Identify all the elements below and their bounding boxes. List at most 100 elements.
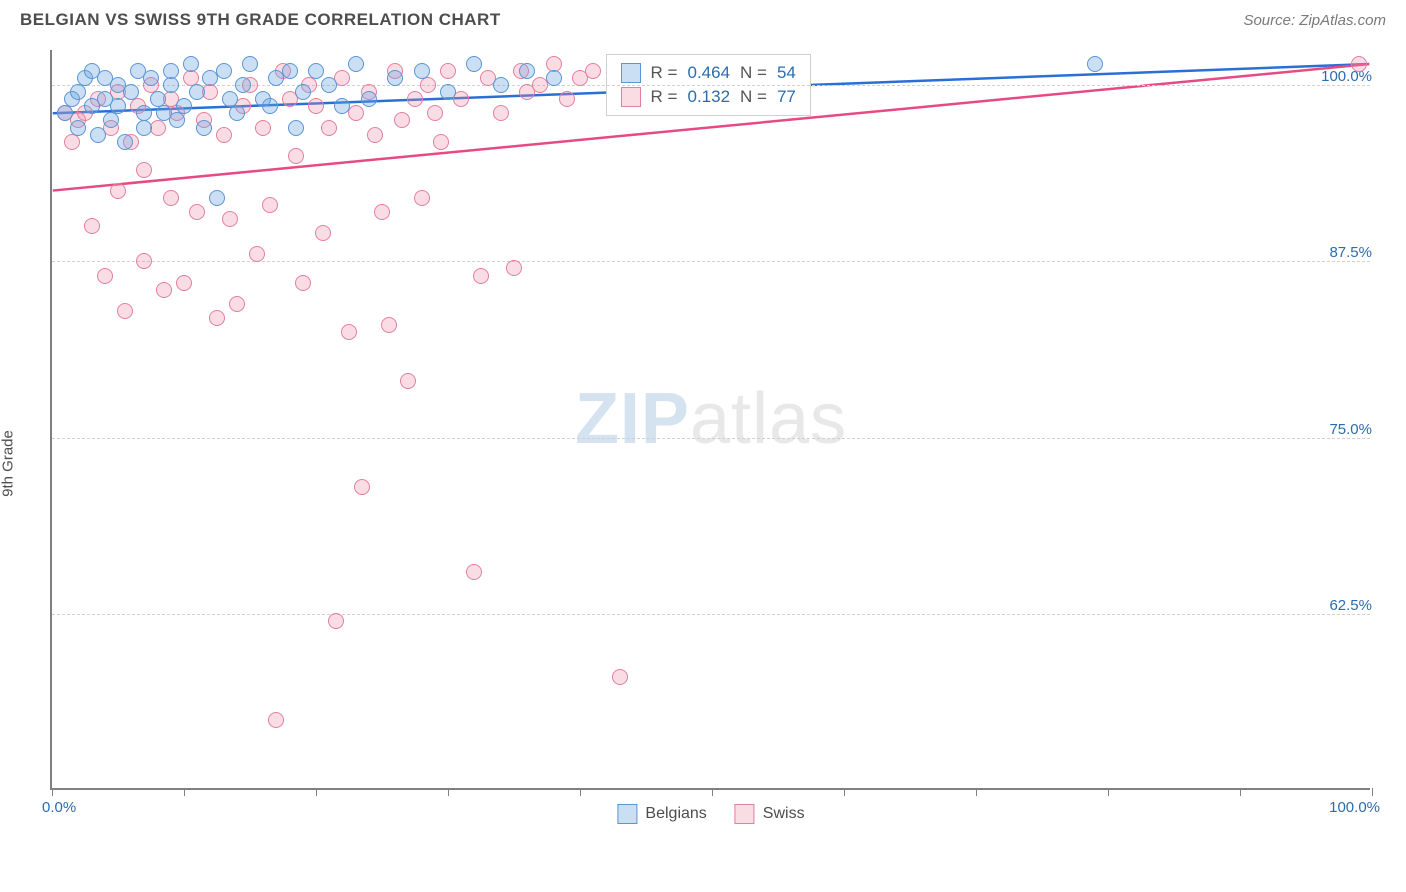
stats-legend-row-belgians: R = 0.464 N = 54	[621, 61, 796, 85]
n-label: N =	[740, 87, 767, 107]
series-legend-belgians: Belgians	[617, 804, 706, 824]
data-point	[394, 112, 410, 128]
x-tick	[1108, 788, 1109, 796]
data-point	[268, 712, 284, 728]
data-point	[163, 190, 179, 206]
x-tick	[580, 788, 581, 796]
y-axis-label: 9th Grade	[0, 430, 17, 497]
data-point	[136, 105, 152, 121]
y-tick-label: 100.0%	[1317, 68, 1372, 85]
data-point	[262, 197, 278, 213]
data-point	[136, 120, 152, 136]
data-point	[103, 112, 119, 128]
data-point	[519, 63, 535, 79]
data-point	[315, 225, 331, 241]
data-point	[308, 98, 324, 114]
data-point	[427, 105, 443, 121]
data-point	[295, 84, 311, 100]
data-point	[585, 63, 601, 79]
data-point	[387, 70, 403, 86]
y-tick-label: 87.5%	[1325, 244, 1372, 261]
data-point	[407, 91, 423, 107]
x-tick	[712, 788, 713, 796]
belgians-r-value: 0.464	[687, 63, 730, 83]
belgians-legend-swatch	[617, 804, 637, 824]
data-point	[367, 127, 383, 143]
data-point	[176, 98, 192, 114]
data-point	[440, 63, 456, 79]
data-point	[110, 98, 126, 114]
data-point	[612, 669, 628, 685]
x-tick	[844, 788, 845, 796]
x-axis-min-label: 0.0%	[42, 799, 76, 816]
data-point	[209, 190, 225, 206]
data-point	[176, 275, 192, 291]
x-tick	[976, 788, 977, 796]
data-point	[354, 479, 370, 495]
series-legend: Belgians Swiss	[617, 804, 804, 824]
data-point	[466, 56, 482, 72]
data-point	[196, 120, 212, 136]
data-point	[70, 120, 86, 136]
data-point	[255, 120, 271, 136]
data-point	[123, 84, 139, 100]
data-point	[348, 56, 364, 72]
data-point	[288, 148, 304, 164]
r-label: R =	[651, 63, 678, 83]
swiss-r-value: 0.132	[687, 87, 730, 107]
data-point	[1351, 56, 1367, 72]
data-point	[117, 134, 133, 150]
chart-source: Source: ZipAtlas.com	[1243, 12, 1386, 29]
belgians-swatch	[621, 63, 641, 83]
data-point	[163, 63, 179, 79]
data-point	[143, 70, 159, 86]
x-tick	[1372, 788, 1373, 796]
data-point	[110, 183, 126, 199]
data-point	[546, 70, 562, 86]
data-point	[97, 268, 113, 284]
data-point	[295, 275, 311, 291]
gridline-y: 75.0%	[52, 438, 1370, 439]
y-tick-label: 75.0%	[1325, 421, 1372, 438]
data-point	[169, 112, 185, 128]
data-point	[163, 77, 179, 93]
data-point	[374, 204, 390, 220]
swiss-legend-label: Swiss	[763, 805, 805, 823]
data-point	[466, 564, 482, 580]
belgians-legend-label: Belgians	[645, 805, 706, 823]
data-point	[189, 84, 205, 100]
trend-lines-svg	[52, 50, 1370, 788]
data-point	[229, 105, 245, 121]
data-point	[506, 260, 522, 276]
data-point	[400, 373, 416, 389]
swiss-legend-swatch	[735, 804, 755, 824]
data-point	[473, 268, 489, 284]
data-point	[216, 63, 232, 79]
data-point	[433, 134, 449, 150]
data-point	[84, 218, 100, 234]
x-axis-max-label: 100.0%	[1329, 799, 1380, 816]
data-point	[216, 127, 232, 143]
stats-legend-row-swiss: R = 0.132 N = 77	[621, 85, 796, 109]
data-point	[117, 303, 133, 319]
r-label: R =	[651, 87, 678, 107]
data-point	[262, 98, 278, 114]
y-tick-label: 62.5%	[1325, 597, 1372, 614]
gridline-y: 62.5%	[52, 614, 1370, 615]
data-point	[334, 98, 350, 114]
data-point	[156, 282, 172, 298]
chart-header: BELGIAN VS SWISS 9TH GRADE CORRELATION C…	[0, 0, 1406, 40]
data-point	[414, 63, 430, 79]
data-point	[242, 56, 258, 72]
chart-title: BELGIAN VS SWISS 9TH GRADE CORRELATION C…	[20, 10, 501, 30]
belgians-n-value: 54	[777, 63, 796, 83]
x-tick	[52, 788, 53, 796]
x-tick	[316, 788, 317, 796]
x-tick	[1240, 788, 1241, 796]
data-point	[308, 63, 324, 79]
data-point	[381, 317, 397, 333]
data-point	[249, 246, 265, 262]
plot-area: ZIPatlas R = 0.464 N = 54 R = 0.132 N = …	[50, 50, 1370, 790]
data-point	[414, 190, 430, 206]
x-tick	[448, 788, 449, 796]
